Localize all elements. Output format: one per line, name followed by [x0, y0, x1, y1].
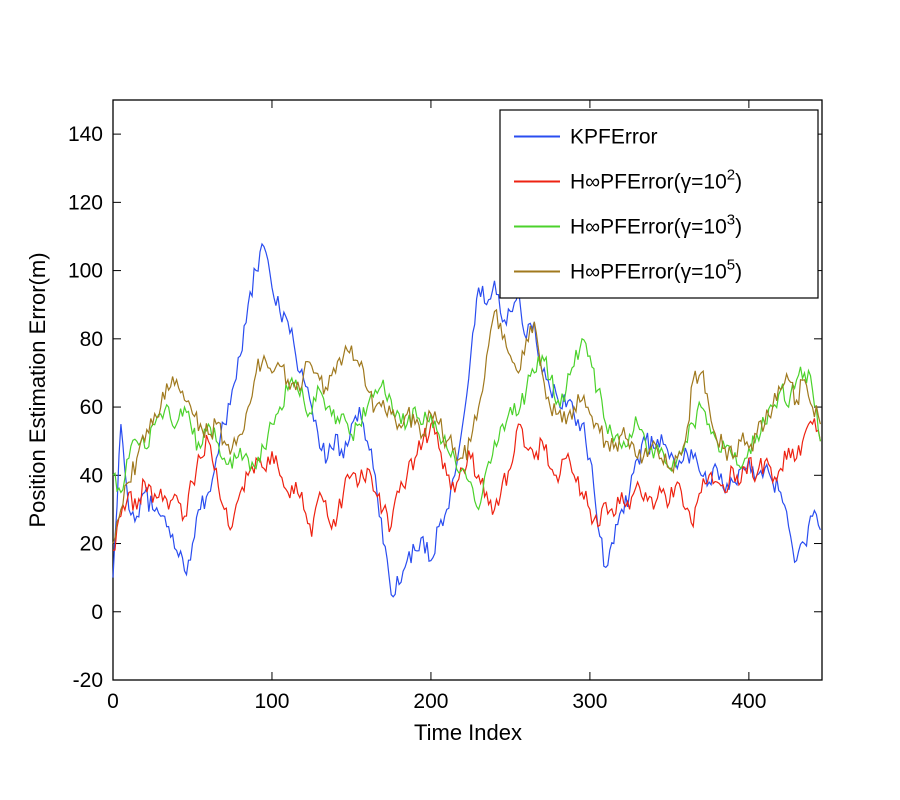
legend-box: [499, 109, 819, 299]
x-tick-label: 0: [107, 690, 119, 713]
y-tick-label: 80: [80, 328, 103, 351]
series-line-kpf-error: [112, 242, 821, 598]
series-line-hinf-error-g1e2: [112, 418, 821, 551]
legend: KPFError H∞PFError(γ=102) H∞PFError(γ=103)…: [499, 109, 819, 299]
y-tick-label: -20: [73, 669, 103, 692]
y-tick-label: 120: [68, 191, 103, 214]
y-tick-label: 140: [68, 123, 103, 146]
x-tick-label: 100: [254, 690, 289, 713]
plot-box: [112, 99, 823, 681]
y-tick-label: 100: [68, 260, 103, 283]
y-tick-label: 0: [91, 601, 103, 624]
legend-item-hinf-error-g1e5: H∞PFError(γ=105): [514, 257, 742, 284]
y-tick-label: 60: [80, 396, 103, 419]
x-tick-label: 300: [572, 690, 607, 713]
x-axis-label: Time Index: [413, 720, 523, 745]
series-line-hinf-error-g1e5: [112, 308, 821, 544]
legend-item-hinf-error-g1e2: H∞PFError(γ=102): [514, 167, 742, 194]
x-tick-label: 400: [731, 690, 766, 713]
series-line-hinf-error-g1e3: [112, 337, 821, 511]
legend-label: H∞PFError(γ=103): [570, 212, 742, 239]
legend-label: H∞PFError(γ=102): [570, 167, 742, 194]
y-tick-label: 40: [80, 464, 103, 487]
legend-item-hinf-error-g1e3: H∞PFError(γ=103): [514, 212, 742, 239]
legend-item-kpf-error: KPFError: [514, 126, 658, 149]
legend-label: H∞PFError(γ=105): [570, 257, 742, 284]
legend-label: KPFError: [570, 126, 658, 149]
y-axis-label: Position Estimation Error(m): [25, 252, 50, 528]
y-tick-label: 20: [80, 533, 103, 556]
x-tick-label: 200: [413, 690, 448, 713]
